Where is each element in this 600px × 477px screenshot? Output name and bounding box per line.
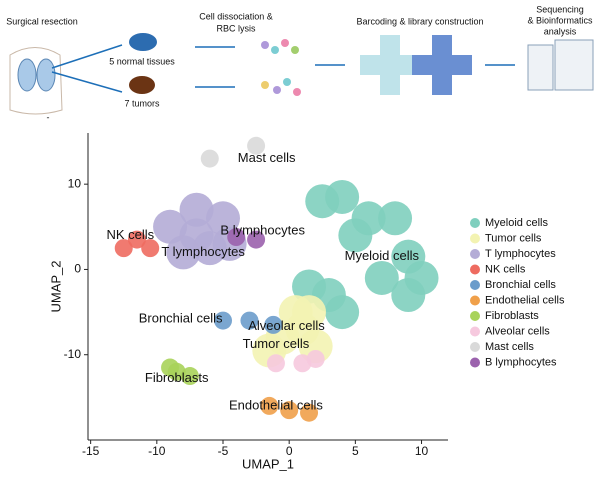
y-tick-label: -10 bbox=[64, 347, 82, 361]
cluster-point bbox=[153, 209, 188, 244]
step-label: Surgical resection bbox=[6, 16, 78, 26]
cluster-point bbox=[127, 230, 146, 249]
cluster-point bbox=[200, 149, 219, 168]
cluster-label: Endothelial cells bbox=[229, 397, 323, 412]
cluster-point bbox=[161, 358, 180, 377]
cluster-point bbox=[280, 401, 299, 420]
sequencer bbox=[527, 44, 554, 91]
cluster-point bbox=[266, 354, 285, 373]
cluster-label: B lymphocytes bbox=[220, 223, 305, 238]
cluster-point bbox=[180, 367, 199, 386]
cluster-label: Bronchial cells bbox=[139, 310, 223, 325]
arrow bbox=[51, 44, 123, 69]
cluster-label: Mast cells bbox=[238, 150, 296, 165]
x-tick-label: -5 bbox=[218, 444, 229, 458]
cluster-label: Myeloid cells bbox=[345, 248, 420, 263]
cluster-point bbox=[351, 201, 386, 236]
cluster-point bbox=[240, 311, 259, 330]
umap-plot: -15 -10 -5 0 5 10 -10 0 10 UMAP_1 UMAP_2 Mast cells… bbox=[48, 133, 565, 471]
legend-label: NK cells bbox=[485, 263, 526, 275]
step-label: Barcoding & library construction bbox=[356, 16, 483, 26]
cluster-point bbox=[114, 239, 133, 258]
legend-label: Myeloid cells bbox=[485, 217, 548, 229]
legend-swatch bbox=[470, 249, 480, 259]
legend-swatch bbox=[470, 342, 480, 352]
cluster-point bbox=[247, 230, 266, 249]
legend-label: Mast cells bbox=[485, 341, 534, 353]
step-label: 7 tumors bbox=[124, 98, 160, 108]
legend-label: B lymphocytes bbox=[485, 356, 557, 368]
x-axis-label: UMAP_1 bbox=[242, 456, 294, 471]
cluster-point bbox=[264, 315, 283, 334]
x-tick-label: -15 bbox=[82, 444, 100, 458]
lung-right bbox=[36, 58, 56, 92]
cluster-point bbox=[247, 136, 266, 155]
cluster-point bbox=[214, 311, 232, 330]
x-tick-label: 0 bbox=[286, 444, 293, 458]
cluster-label: Alveolar cells bbox=[248, 318, 325, 333]
legend-swatch bbox=[470, 264, 480, 275]
cluster-point bbox=[292, 295, 327, 330]
cluster-label: Fibroblasts bbox=[145, 370, 209, 385]
normal-tissue bbox=[129, 33, 157, 51]
x-tick-label: -10 bbox=[148, 444, 166, 458]
legend-label: Bronchial cells bbox=[485, 279, 556, 291]
legend-swatch bbox=[470, 326, 480, 337]
note: - bbox=[47, 112, 50, 122]
torso bbox=[9, 47, 63, 115]
step-label: RBC lysis bbox=[216, 23, 256, 33]
chip-left bbox=[360, 35, 420, 95]
cluster-point bbox=[141, 239, 160, 258]
cluster-point bbox=[292, 269, 327, 304]
cluster-point bbox=[206, 201, 240, 236]
cluster-point bbox=[227, 228, 246, 247]
legend-swatch bbox=[470, 280, 480, 290]
cluster-label: NK cells bbox=[107, 227, 155, 242]
cluster-point bbox=[166, 235, 201, 270]
x-tick-label: 10 bbox=[415, 444, 429, 458]
legend-swatch bbox=[470, 295, 480, 306]
legend-label: Endothelial cells bbox=[485, 294, 565, 306]
cluster-point bbox=[364, 260, 399, 295]
cluster-point bbox=[179, 192, 214, 227]
legend-label: Fibroblasts bbox=[485, 310, 539, 322]
legend-label: T lymphocytes bbox=[485, 248, 556, 260]
cluster-point bbox=[306, 349, 325, 368]
cluster-point bbox=[298, 329, 333, 364]
cluster-point bbox=[325, 179, 360, 214]
cluster-point bbox=[300, 403, 319, 422]
x-tick-label: 5 bbox=[352, 444, 359, 458]
step-label: & Bioinformatics bbox=[527, 15, 593, 25]
tumor-tissue bbox=[129, 76, 155, 94]
legend-label: Tumor cells bbox=[485, 232, 542, 244]
cluster-point bbox=[378, 201, 413, 236]
cluster-point bbox=[325, 295, 360, 330]
sequencer-2 bbox=[554, 39, 594, 91]
cluster-point bbox=[391, 278, 426, 313]
legend-swatch bbox=[470, 218, 480, 228]
legend-swatch bbox=[470, 311, 480, 321]
y-tick-label: 10 bbox=[68, 176, 82, 190]
step-label: 5 normal tissues bbox=[109, 56, 175, 66]
cluster-point bbox=[260, 396, 279, 415]
y-axis-label: UMAP_2 bbox=[48, 260, 63, 312]
lung-left bbox=[17, 58, 37, 92]
legend-swatch bbox=[470, 357, 480, 368]
cells-icon bbox=[261, 39, 301, 96]
cluster-label: Tumor cells bbox=[243, 336, 310, 351]
legend-label: Alveolar cells bbox=[485, 325, 550, 337]
cluster-label: T lymphocytes bbox=[161, 244, 245, 259]
workflow-icons bbox=[9, 33, 594, 115]
legend-swatch bbox=[470, 233, 480, 244]
arrow bbox=[51, 71, 123, 93]
step-label: Cell dissociation & bbox=[199, 11, 273, 21]
y-tick-label: 0 bbox=[74, 262, 81, 276]
step-label: Sequencing bbox=[536, 4, 584, 14]
chip-right bbox=[412, 35, 472, 95]
step-label: analysis bbox=[544, 26, 577, 36]
